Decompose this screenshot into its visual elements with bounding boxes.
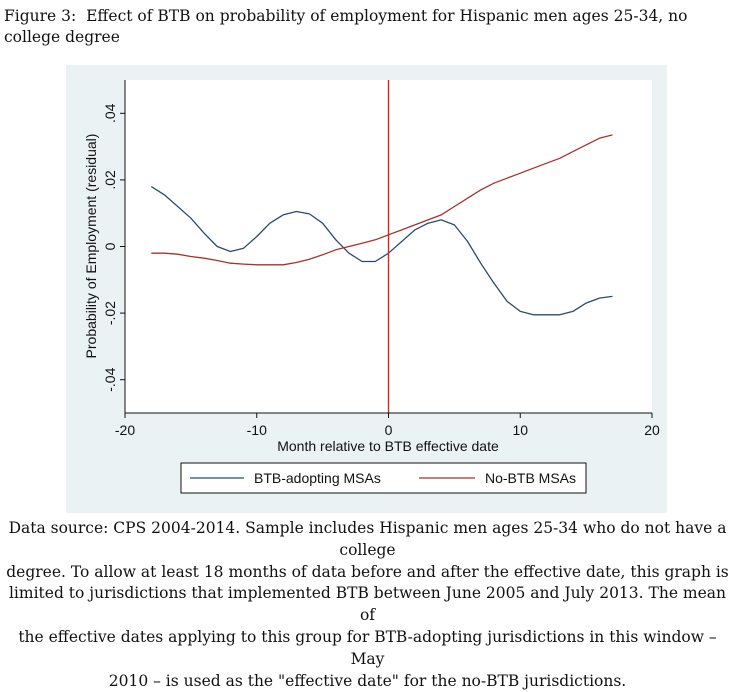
- series-line-btb-adopting: [150, 186, 613, 316]
- legend: BTB-adopting MSAs No-BTB MSAs: [180, 462, 587, 494]
- chart-figure: -20 -10 0 10 20 -.04 -.02 0 .02 .04 Month relativ…: [66, 65, 667, 513]
- series-line-no-btb: [151, 134, 613, 266]
- x-tick-label: 0: [385, 422, 393, 438]
- x-tick-label: -20: [115, 422, 135, 438]
- note-line: degree. To allow at least 18 months of d…: [6, 562, 729, 581]
- x-tick-label: 20: [644, 422, 660, 438]
- figure-caption: Figure 3: Effect of BTB on probability o…: [4, 6, 730, 48]
- y-axis-title: Probability of Employment (residual): [83, 134, 99, 359]
- y-tick-label: -.04: [102, 367, 118, 391]
- y-tick-label: .04: [102, 103, 118, 123]
- x-tick-label: -10: [247, 422, 267, 438]
- note-line: 2010 – is used as the "effective date" f…: [108, 671, 627, 690]
- legend-box: [180, 462, 587, 494]
- note-line: the effective dates applying to this gro…: [18, 627, 717, 668]
- figure-title: Effect of BTB on probability of employme…: [4, 7, 688, 46]
- series-layer: [150, 134, 613, 316]
- data-source-note: Data source: CPS 2004-2014. Sample inclu…: [2, 518, 733, 692]
- figure-label: Figure 3:: [4, 7, 77, 25]
- y-tick-label: .02: [102, 170, 118, 190]
- note-line: limited to jurisdictions that implemente…: [8, 584, 727, 625]
- line-chart: -20 -10 0 10 20 -.04 -.02 0 .02 .04 Month relativ…: [83, 80, 660, 494]
- legend-label-btb: BTB-adopting MSAs: [254, 470, 381, 486]
- x-axis-title: Month relative to BTB effective date: [277, 438, 499, 454]
- x-tick-label: 10: [512, 422, 528, 438]
- legend-label-no-btb: No-BTB MSAs: [485, 470, 576, 486]
- ticks: -20 -10 0 10 20 -.04 -.02 0 .02 .04: [102, 103, 660, 438]
- note-line: Data source: CPS 2004-2014. Sample inclu…: [8, 519, 727, 559]
- y-tick-label: 0: [102, 242, 118, 250]
- y-tick-label: -.02: [102, 301, 118, 325]
